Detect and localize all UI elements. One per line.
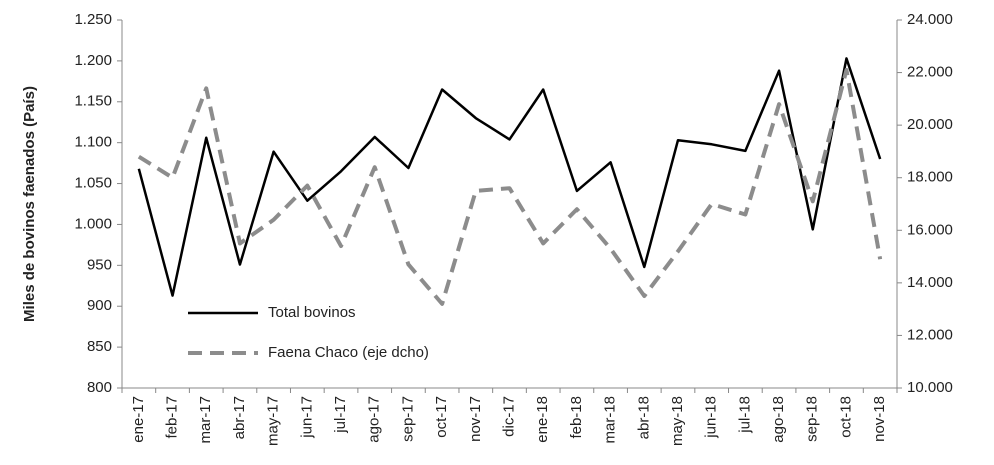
x-tick-label: nov-17 xyxy=(467,396,484,442)
y-axis-label: Miles de bovinos faenados (País) xyxy=(21,86,38,322)
y2-tick-label: 22.000 xyxy=(907,64,953,81)
x-tick-label: mar-18 xyxy=(602,396,619,444)
x-tick-label: sep-18 xyxy=(804,396,821,442)
x-tick-label: feb-18 xyxy=(568,396,585,439)
x-tick-label: may-18 xyxy=(669,396,686,446)
x-tick-label: dic-17 xyxy=(500,396,517,437)
series-line xyxy=(137,57,882,297)
x-tick-label: oct-18 xyxy=(837,396,854,438)
y-tick-label: 800 xyxy=(87,379,112,396)
x-tick-label: ene-17 xyxy=(130,396,147,443)
y2-tick-label: 24.000 xyxy=(907,11,953,28)
legend-label: Total bovinos xyxy=(268,304,356,321)
y-tick-label: 1.200 xyxy=(74,52,112,69)
legend-label: Faena Chaco (eje dcho) xyxy=(268,344,429,361)
x-tick-label: abr-17 xyxy=(231,396,248,439)
series-line xyxy=(137,67,883,306)
x-tick-label: ene-18 xyxy=(534,396,551,443)
x-tick-label: feb-17 xyxy=(164,396,181,439)
x-tick-label: jun-17 xyxy=(298,396,315,439)
y2-tick-label: 12.000 xyxy=(907,326,953,343)
x-tick-label: ago-17 xyxy=(366,396,383,443)
y-tick-label: 1.000 xyxy=(74,215,112,232)
y-tick-label: 1.150 xyxy=(74,93,112,110)
x-tick-label: jul-18 xyxy=(736,396,753,434)
x-tick-label: may-17 xyxy=(265,396,282,446)
x-tick-label: ago-18 xyxy=(770,396,787,443)
x-tick-label: jun-18 xyxy=(703,396,720,439)
y-tick-label: 850 xyxy=(87,338,112,355)
y-tick-label: 1.050 xyxy=(74,175,112,192)
x-tick-label: nov-18 xyxy=(871,396,888,442)
x-tick-label: sep-17 xyxy=(399,396,416,442)
y-tick-label: 900 xyxy=(87,297,112,314)
y2-tick-label: 10.000 xyxy=(907,379,953,396)
y2-tick-label: 20.000 xyxy=(907,116,953,133)
y2-tick-label: 18.000 xyxy=(907,169,953,186)
y2-tick-label: 14.000 xyxy=(907,274,953,291)
y-tick-label: 1.250 xyxy=(74,11,112,28)
x-tick-label: jul-17 xyxy=(332,396,349,434)
y-tick-label: 1.100 xyxy=(74,134,112,151)
y2-tick-label: 16.000 xyxy=(907,221,953,238)
x-tick-label: oct-17 xyxy=(433,396,450,438)
y-tick-label: 950 xyxy=(87,256,112,273)
x-tick-label: abr-18 xyxy=(635,396,652,439)
x-tick-label: mar-17 xyxy=(197,396,214,444)
